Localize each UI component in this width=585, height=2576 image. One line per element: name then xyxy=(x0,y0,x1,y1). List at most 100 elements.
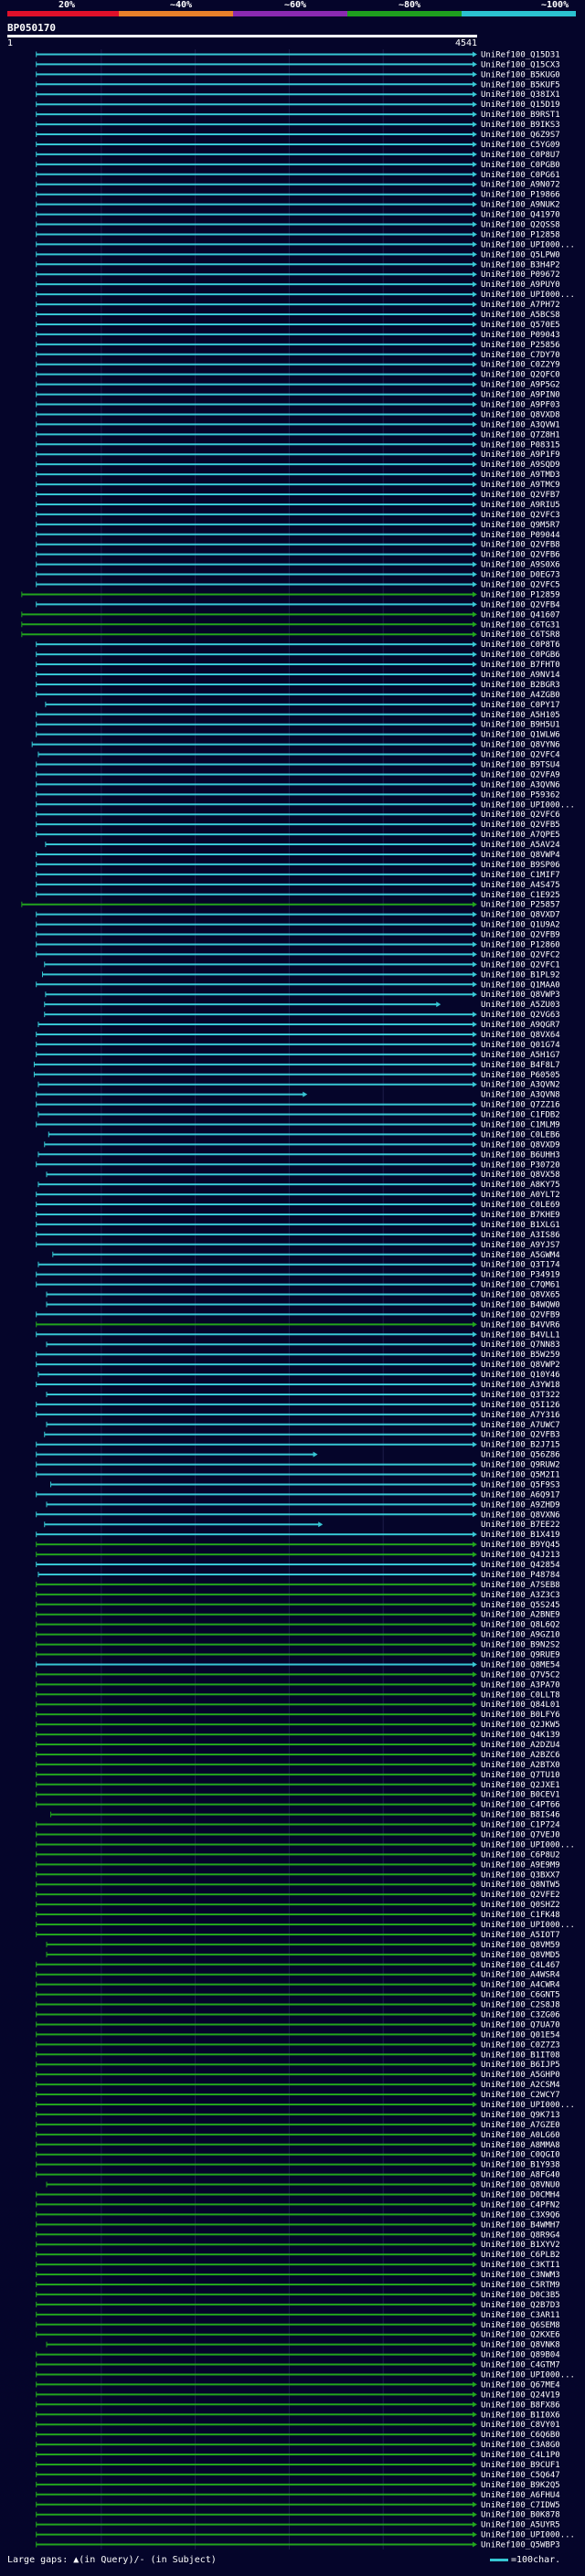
hit-label[interactable]: UniRef100_A9PIN0 xyxy=(481,391,560,400)
hit-label[interactable]: UniRef100_B9IKS3 xyxy=(481,121,560,130)
hit-label[interactable]: UniRef100_A9RIU5 xyxy=(481,501,560,510)
hit-label[interactable]: UniRef100_B5KUF5 xyxy=(481,80,560,90)
hit-label[interactable]: UniRef100_A5ZU03 xyxy=(481,1001,560,1010)
hit-label[interactable]: UniRef100_A2CSM4 xyxy=(481,2081,560,2090)
hit-label[interactable]: UniRef100_A5GHP0 xyxy=(481,2071,560,2080)
hit-label[interactable]: UniRef100_Q2VFB9 xyxy=(481,931,560,940)
hit-label[interactable]: UniRef100_C3X9Q6 xyxy=(481,2210,560,2220)
hit-label[interactable]: UniRef100_B2J715 xyxy=(481,1441,560,1450)
hit-label[interactable]: UniRef100_A9QGR7 xyxy=(481,1021,560,1030)
hit-label[interactable]: UniRef100_C0PGB6 xyxy=(481,651,560,660)
hit-label[interactable]: UniRef100_C4PFN2 xyxy=(481,2200,560,2210)
hit-label[interactable]: UniRef100_Q9RUE9 xyxy=(481,1651,560,1660)
hit-label[interactable]: UniRef100_A3PA70 xyxy=(481,1680,560,1690)
hit-label[interactable]: UniRef100_C3ZG06 xyxy=(481,2010,560,2019)
hit-label[interactable]: UniRef100_Q15D19 xyxy=(481,101,560,110)
hit-label[interactable]: UniRef100_Q2VFC1 xyxy=(481,960,560,970)
hit-label[interactable]: UniRef100_Q2VFB7 xyxy=(481,491,560,500)
hit-label[interactable]: UniRef100_B9YQ45 xyxy=(481,1541,560,1550)
hit-label[interactable]: UniRef100_A9NV14 xyxy=(481,671,560,680)
hit-label[interactable]: UniRef100_P12860 xyxy=(481,940,560,949)
hit-label[interactable]: UniRef100_Q42854 xyxy=(481,1561,560,1570)
hit-label[interactable]: UniRef100_C7QM61 xyxy=(481,1281,560,1290)
hit-label[interactable]: UniRef100_Q10Y46 xyxy=(481,1371,560,1380)
hit-label[interactable]: UniRef100_A2DZU4 xyxy=(481,1741,560,1750)
hit-label[interactable]: UniRef100_C0PY17 xyxy=(481,701,560,710)
hit-label[interactable]: UniRef100_A3QVW1 xyxy=(481,420,560,429)
hit-label[interactable]: UniRef100_Q570E5 xyxy=(481,321,560,330)
hit-label[interactable]: UniRef100_Q8VNK8 xyxy=(481,2341,560,2350)
hit-label[interactable]: UniRef100_C3A8G0 xyxy=(481,2441,560,2450)
hit-label[interactable]: UniRef100_D0C3B5 xyxy=(481,2291,560,2300)
hit-label[interactable]: UniRef100_A5UYR5 xyxy=(481,2521,560,2530)
hit-label[interactable]: UniRef100_A5AV24 xyxy=(481,841,560,850)
hit-label[interactable]: UniRef100_A9P1F9 xyxy=(481,451,560,460)
hit-label[interactable]: UniRef100_UPI000... xyxy=(481,800,575,810)
hit-label[interactable]: UniRef100_Q38IX1 xyxy=(481,90,560,100)
hit-label[interactable]: UniRef100_B9K2Q5 xyxy=(481,2481,560,2490)
hit-label[interactable]: UniRef100_Q8VX65 xyxy=(481,1291,560,1300)
hit-label[interactable]: UniRef100_B4VLL1 xyxy=(481,1330,560,1340)
hit-label[interactable]: UniRef100_Q8VXD8 xyxy=(481,410,560,419)
hit-label[interactable]: UniRef100_A9N072 xyxy=(481,181,560,190)
hit-label[interactable]: UniRef100_P34919 xyxy=(481,1271,560,1280)
hit-label[interactable]: UniRef100_A2BNE9 xyxy=(481,1611,560,1620)
hit-label[interactable]: UniRef100_C6TG31 xyxy=(481,620,560,630)
hit-label[interactable]: UniRef100_Q5LPW0 xyxy=(481,250,560,260)
hit-label[interactable]: UniRef100_Q2VFB3 xyxy=(481,1431,560,1440)
hit-label[interactable]: UniRef100_C0LE69 xyxy=(481,1201,560,1210)
hit-label[interactable]: UniRef100_Q8VWP3 xyxy=(481,991,560,1000)
hit-label[interactable]: UniRef100_B2BGR3 xyxy=(481,681,560,690)
hit-label[interactable]: UniRef100_Q8R9G4 xyxy=(481,2231,560,2240)
hit-label[interactable]: UniRef100_Q15D31 xyxy=(481,50,560,59)
hit-label[interactable]: UniRef100_B6UHH3 xyxy=(481,1150,560,1160)
hit-label[interactable]: UniRef100_P08315 xyxy=(481,440,560,450)
hit-label[interactable]: UniRef100_C0P8U7 xyxy=(481,151,560,160)
hit-label[interactable]: UniRef100_Q2QSS8 xyxy=(481,221,560,230)
hit-label[interactable]: UniRef100_Q7UA70 xyxy=(481,2020,560,2030)
hit-label[interactable]: UniRef100_B1IT08 xyxy=(481,2051,560,2060)
hit-label[interactable]: UniRef100_D0EG73 xyxy=(481,571,560,580)
hit-label[interactable]: UniRef100_Q8VX64 xyxy=(481,1031,560,1040)
hit-label[interactable]: UniRef100_A9TMD3 xyxy=(481,471,560,480)
hit-label[interactable]: UniRef100_P25857 xyxy=(481,901,560,910)
hit-label[interactable]: UniRef100_Q2B7D3 xyxy=(481,2301,560,2310)
hit-label[interactable]: UniRef100_Q5S245 xyxy=(481,1601,560,1610)
hit-label[interactable]: UniRef100_C5YG09 xyxy=(481,141,560,150)
hit-label[interactable]: UniRef100_A9TMC9 xyxy=(481,481,560,490)
hit-label[interactable]: UniRef100_A5IOT7 xyxy=(481,1931,560,1940)
hit-label[interactable]: UniRef100_C0LEB6 xyxy=(481,1130,560,1140)
hit-label[interactable]: UniRef100_P19866 xyxy=(481,191,560,200)
hit-label[interactable]: UniRef100_A8FG40 xyxy=(481,2171,560,2180)
hit-label[interactable]: UniRef100_Q9RUW2 xyxy=(481,1461,560,1470)
hit-label[interactable]: UniRef100_C2WCY7 xyxy=(481,2091,560,2100)
hit-label[interactable]: UniRef100_Q6SEM8 xyxy=(481,2321,560,2330)
hit-label[interactable]: UniRef100_Q8VXN6 xyxy=(481,1511,560,1520)
hit-label[interactable]: UniRef100_Q8VWP4 xyxy=(481,851,560,860)
hit-label[interactable]: UniRef100_A0YLT2 xyxy=(481,1191,560,1200)
hit-label[interactable]: UniRef100_Q8VWP2 xyxy=(481,1361,560,1370)
hit-label[interactable]: UniRef100_Q56Z86 xyxy=(481,1451,560,1460)
hit-label[interactable]: UniRef100_C3NWM3 xyxy=(481,2271,560,2280)
hit-label[interactable]: UniRef100_Q2VFB8 xyxy=(481,541,560,550)
hit-label[interactable]: UniRef100_A7QPE5 xyxy=(481,831,560,840)
hit-label[interactable]: UniRef100_A5GWM4 xyxy=(481,1251,560,1260)
hit-label[interactable]: UniRef100_Q2VFC2 xyxy=(481,950,560,959)
hit-label[interactable]: UniRef100_Q2VFC6 xyxy=(481,811,560,820)
hit-label[interactable]: UniRef100_Q2JKW5 xyxy=(481,1721,560,1730)
hit-label[interactable]: UniRef100_A5H105 xyxy=(481,711,560,720)
hit-label[interactable]: UniRef100_Q7TU10 xyxy=(481,1771,560,1780)
hit-label[interactable]: UniRef100_P12858 xyxy=(481,230,560,239)
hit-label[interactable]: UniRef100_B8FX86 xyxy=(481,2401,560,2410)
hit-label[interactable]: UniRef100_B4F8L7 xyxy=(481,1061,560,1070)
hit-label[interactable]: UniRef100_C1P724 xyxy=(481,1821,560,1830)
hit-label[interactable]: UniRef100_C0P8T6 xyxy=(481,641,560,650)
hit-label[interactable]: UniRef100_C1MIF7 xyxy=(481,871,560,880)
hit-label[interactable]: UniRef100_B7KHE9 xyxy=(481,1211,560,1220)
hit-label[interactable]: UniRef100_C0LLT8 xyxy=(481,1691,560,1700)
hit-label[interactable]: UniRef100_A8KY75 xyxy=(481,1181,560,1190)
hit-label[interactable]: UniRef100_UPI000... xyxy=(481,291,575,300)
hit-label[interactable]: UniRef100_Q7NN83 xyxy=(481,1341,560,1350)
hit-label[interactable]: UniRef100_Q2JXE1 xyxy=(481,1781,560,1790)
hit-label[interactable]: UniRef100_Q2VFC3 xyxy=(481,511,560,520)
